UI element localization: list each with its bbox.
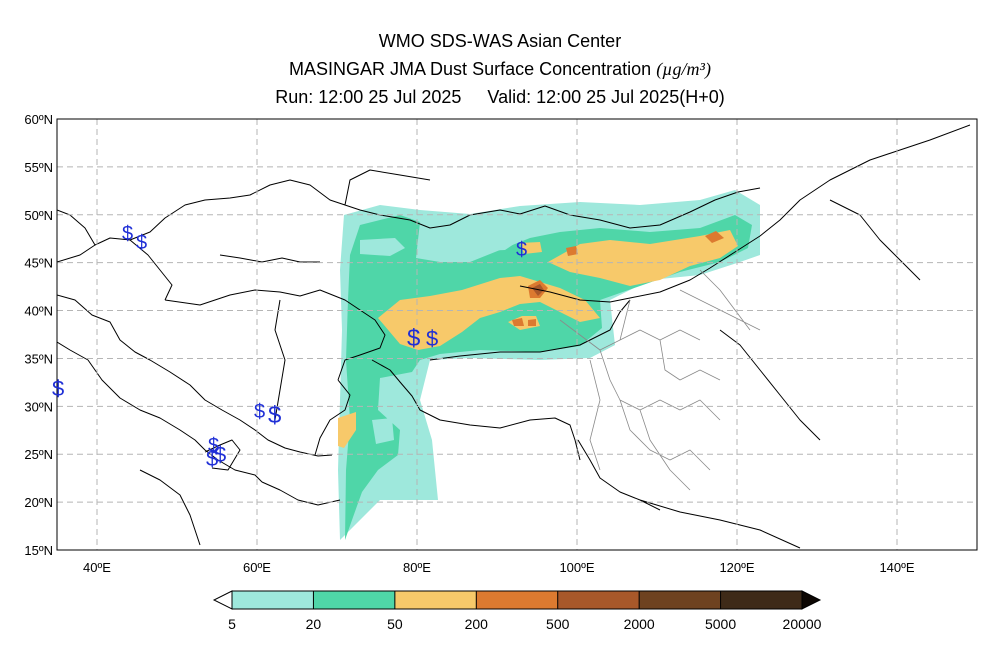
dust-contour-5-20 [455, 235, 520, 252]
latitude-tick-label: 40ºN [24, 304, 53, 319]
latitude-tick-label: 35ºN [24, 351, 53, 366]
longitude-tick-label: 80ºE [403, 560, 431, 575]
latitude-tick-label: 60ºN [24, 112, 53, 127]
colorbar-swatch [557, 591, 640, 609]
latitude-tick-label: 45ºN [24, 256, 53, 271]
dust-contour-50-200 [378, 276, 600, 350]
dust-storm-marker: $ [254, 401, 265, 423]
dust-contour-5-20 [372, 418, 394, 444]
dust-contour-50-200 [548, 230, 738, 286]
colorbar-label: 200 [465, 616, 489, 632]
latitude-tick-label: 15ºN [24, 543, 53, 558]
dust-storm-marker: $ [516, 239, 527, 261]
longitude-tick-label: 40ºE [83, 560, 111, 575]
latitude-tick-label: 55ºN [24, 160, 53, 175]
colorbar-frame [231, 590, 803, 610]
colorbar-swatch [639, 591, 721, 609]
dust-contour-200-500 [528, 319, 536, 326]
latitude-tick-label: 30ºN [24, 399, 53, 414]
colorbar-swatch [394, 591, 477, 609]
coastlines-borders [57, 124, 971, 549]
dust-contour-200-500 [705, 231, 724, 243]
latitude-labels: 60ºN 55ºN 50ºN 45ºN 40ºN 35ºN 30ºN 25ºN 20ºN 15ºN [24, 112, 53, 558]
dust-contour-5-20 [360, 238, 405, 256]
country-borders [57, 124, 971, 549]
colorbar-label: 20000 [783, 616, 822, 632]
dust-storm-marker: $ [136, 232, 147, 254]
colorbar-extend-high [801, 590, 822, 610]
dust-layer [338, 190, 760, 540]
latitude-tick-label: 25ºN [24, 447, 53, 462]
colorbar: 5 20 50 200 500 2000 5000 20000 [212, 590, 822, 632]
dust-storm-marker: $ [214, 442, 226, 467]
dust-storm-marker: $ [208, 435, 219, 457]
longitude-tick-label: 60ºE [243, 560, 271, 575]
dust-contour-50-200 [338, 412, 356, 448]
run-valid-line: Run: 12:00 25 Jul 2025 Valid: 12:00 25 Ju… [0, 87, 1000, 108]
colorbar-label: 2000 [624, 616, 655, 632]
colorbar-label: 500 [546, 616, 570, 632]
map-frame [56, 118, 978, 551]
colorbar-label: 5000 [705, 616, 736, 632]
province-borders [559, 269, 761, 491]
dust-storm-marker: $ [407, 325, 420, 352]
longitude-tick-label: 140ºE [879, 560, 914, 575]
map-title: WMO SDS-WAS Asian Center [378, 31, 622, 51]
dust-storm-marker: $ [52, 376, 64, 401]
longitude-labels: 40ºE 60ºE 80ºE 100ºE 120ºE 140ºE [83, 560, 915, 575]
colorbar-label: 50 [387, 616, 403, 632]
dust-markers: $ $ $ $ $ $ $ $ $ $ $ [52, 223, 527, 471]
colorbar-swatch [720, 591, 802, 609]
graticule [57, 119, 977, 550]
variable-name: MASINGAR JMA Dust Surface Concentration [289, 59, 652, 79]
colorbar-label: 20 [306, 616, 322, 632]
dust-contour-200-500 [512, 318, 524, 326]
colorbar-swatch [232, 591, 314, 609]
colorbar-swatch [476, 591, 558, 609]
valid-time: Valid: 12:00 25 Jul 2025(H+0) [487, 87, 725, 107]
dust-storm-marker: $ [122, 223, 133, 245]
longitude-tick-label: 100ºE [559, 560, 594, 575]
dust-storm-marker: $ [206, 446, 218, 471]
run-time: Run: 12:00 25 Jul 2025 [275, 87, 462, 107]
dust-contour-200-500 [566, 246, 578, 256]
colorbar-swatch [313, 591, 395, 609]
latitude-tick-label: 20ºN [24, 495, 53, 510]
latitude-tick-label: 50ºN [24, 208, 53, 223]
dust-contour-50-200 [520, 242, 542, 254]
dust-storm-marker: $ [268, 402, 281, 429]
colorbar-label: 5 [228, 616, 236, 632]
dust-storm-marker: $ [426, 326, 438, 351]
unit-label: (µg/m³) [656, 59, 711, 79]
colorbar-extend-low [212, 590, 233, 610]
longitude-tick-label: 120ºE [719, 560, 754, 575]
map-subtitle: MASINGAR JMA Dust Surface Concentration … [0, 59, 1000, 80]
